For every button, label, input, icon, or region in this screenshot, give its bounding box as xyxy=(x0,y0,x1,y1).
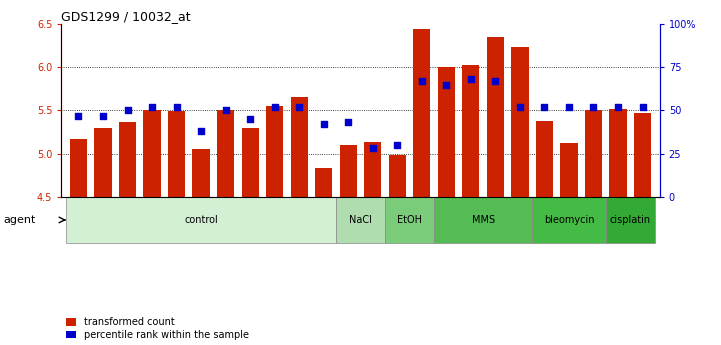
Point xyxy=(146,104,158,110)
Bar xyxy=(389,155,406,197)
Point xyxy=(563,104,575,110)
Bar xyxy=(143,110,161,197)
Point xyxy=(465,77,477,82)
Bar xyxy=(511,47,528,197)
Point xyxy=(637,104,648,110)
Bar xyxy=(340,145,357,197)
Legend: transformed count, percentile rank within the sample: transformed count, percentile rank withi… xyxy=(66,317,249,340)
Bar xyxy=(315,168,332,197)
Bar xyxy=(266,106,283,197)
FancyBboxPatch shape xyxy=(532,197,606,243)
Point xyxy=(269,104,280,110)
Point xyxy=(490,78,501,84)
Point xyxy=(293,104,305,110)
Point xyxy=(416,78,428,84)
FancyBboxPatch shape xyxy=(336,197,385,243)
Bar xyxy=(119,122,136,197)
FancyBboxPatch shape xyxy=(385,197,434,243)
Bar xyxy=(291,97,308,197)
Point xyxy=(171,104,182,110)
Point xyxy=(588,104,599,110)
Point xyxy=(195,128,207,134)
Bar xyxy=(438,67,455,197)
Point xyxy=(73,113,84,118)
Bar xyxy=(242,128,259,197)
Point xyxy=(392,142,403,148)
FancyBboxPatch shape xyxy=(434,197,532,243)
Bar xyxy=(94,128,112,197)
Text: cisplatin: cisplatin xyxy=(610,215,651,225)
Bar xyxy=(585,110,602,197)
Bar xyxy=(70,139,87,197)
Bar xyxy=(560,143,578,197)
Text: EtOH: EtOH xyxy=(397,215,422,225)
Text: control: control xyxy=(184,215,218,225)
Point xyxy=(539,104,550,110)
Point xyxy=(612,104,624,110)
Bar xyxy=(536,121,553,197)
Bar xyxy=(487,37,504,197)
Bar xyxy=(462,65,479,197)
Point xyxy=(220,108,231,113)
Text: MMS: MMS xyxy=(472,215,495,225)
Bar xyxy=(609,109,627,197)
Text: NaCl: NaCl xyxy=(349,215,372,225)
Bar xyxy=(413,29,430,197)
Bar xyxy=(634,113,651,197)
Text: GDS1299 / 10032_at: GDS1299 / 10032_at xyxy=(61,10,191,23)
Point xyxy=(441,82,452,87)
Text: agent: agent xyxy=(4,215,36,225)
Point xyxy=(244,116,256,122)
Bar xyxy=(364,142,381,197)
Bar xyxy=(217,110,234,197)
Point xyxy=(122,108,133,113)
FancyBboxPatch shape xyxy=(606,197,655,243)
Text: bleomycin: bleomycin xyxy=(544,215,594,225)
Point xyxy=(514,104,526,110)
Bar xyxy=(193,149,210,197)
Bar xyxy=(168,111,185,197)
Point xyxy=(342,120,354,125)
Point xyxy=(318,121,329,127)
Point xyxy=(367,146,379,151)
Point xyxy=(97,113,109,118)
FancyBboxPatch shape xyxy=(66,197,336,243)
